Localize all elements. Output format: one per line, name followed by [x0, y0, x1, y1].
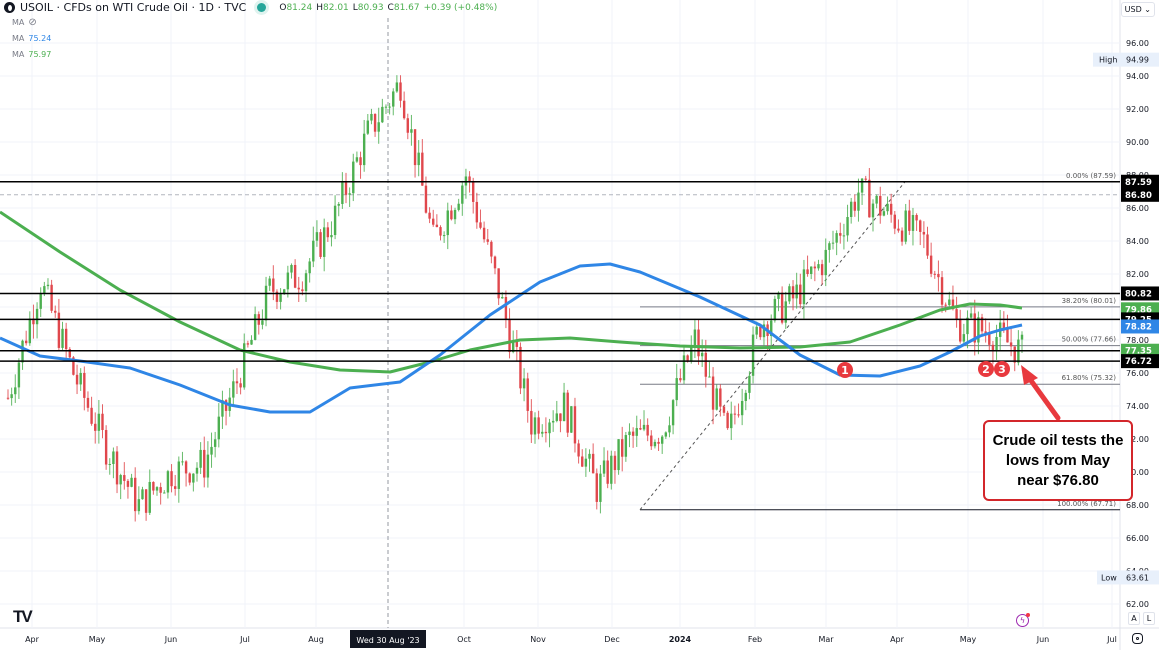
- time-label: Jul: [239, 635, 250, 644]
- settings-icon[interactable]: [1132, 633, 1143, 644]
- grid-lines: [0, 0, 1120, 628]
- ma-blue-line: [0, 262, 1023, 414]
- price-tick: 84.00: [1126, 237, 1149, 246]
- indicator-ma-1[interactable]: MA ⊘: [12, 17, 37, 28]
- fib-label: 50.00% (77.66): [1062, 336, 1117, 344]
- price-tick: 76.00: [1126, 369, 1149, 378]
- svg-text:63.61: 63.61: [1126, 573, 1149, 582]
- time-label: Oct: [457, 635, 471, 644]
- lightning-alert-icon[interactable]: ϟ: [1016, 613, 1030, 627]
- price-tick: 72.00: [1126, 435, 1149, 444]
- marker-2: [978, 361, 994, 377]
- auto-scale-button[interactable]: A: [1128, 612, 1140, 625]
- currency-dropdown[interactable]: USD ⌄: [1120, 2, 1155, 17]
- ohlc-values: O81.24 H82.01 L80.93 C81.67 +0.39 (+0.48…: [279, 2, 498, 13]
- price-tick: 74.00: [1126, 402, 1149, 411]
- time-label: Nov: [530, 635, 546, 644]
- fib-label: 100.00% (67.71): [1057, 500, 1116, 508]
- price-tick: 70.00: [1126, 468, 1149, 477]
- price-axis: 96.0094.0092.0090.0088.0086.0084.0082.00…: [1093, 39, 1159, 609]
- indicator-ma-2[interactable]: MA 75.24: [12, 34, 52, 43]
- price-tick: 66.00: [1126, 534, 1149, 543]
- annotation-callout: Crude oil tests the lows from May near $…: [983, 420, 1133, 501]
- time-label: Aug: [308, 635, 324, 644]
- time-label: Dec: [604, 635, 619, 644]
- time-label: 2024: [669, 635, 692, 644]
- chart-header: USOIL · CFDs on WTI Crude Oil · 1D · TVC…: [4, 1, 497, 14]
- fib-label: 0.00% (87.59): [1066, 172, 1116, 180]
- svg-text:Low: Low: [1101, 573, 1117, 582]
- price-tag: 80.82: [1125, 289, 1152, 299]
- price-tick: 94.00: [1126, 72, 1149, 81]
- time-label: Jun: [164, 635, 178, 644]
- price-tick: 90.00: [1126, 138, 1149, 147]
- price-tick: 92.00: [1126, 105, 1149, 114]
- price-tick: 68.00: [1126, 501, 1149, 510]
- price-tag: 78.82: [1125, 322, 1152, 332]
- eye-hidden-icon[interactable]: ⊘: [28, 17, 37, 28]
- price-tag: 86.80: [1125, 191, 1152, 201]
- market-status-icon: [257, 3, 267, 12]
- price-tag: 76.72: [1125, 357, 1152, 367]
- time-label: May: [960, 635, 977, 644]
- indicator-ma-3[interactable]: MA 75.97: [12, 50, 52, 59]
- price-tag: 79.86: [1125, 305, 1152, 315]
- fib-label: 38.20% (80.01): [1062, 297, 1117, 305]
- time-label: Feb: [748, 635, 762, 644]
- time-label: Apr: [890, 635, 905, 644]
- svg-text:94.99: 94.99: [1126, 56, 1149, 65]
- moving-averages: [0, 210, 1023, 414]
- marker-3: [994, 361, 1010, 377]
- symbol-logo-icon: [4, 2, 15, 13]
- fib-label: 61.80% (75.32): [1062, 374, 1117, 382]
- log-scale-button[interactable]: L: [1143, 612, 1155, 625]
- price-tick: 62.00: [1126, 600, 1149, 609]
- time-label: Mar: [818, 635, 834, 644]
- symbol-title[interactable]: USOIL · CFDs on WTI Crude Oil · 1D · TVC: [20, 1, 247, 14]
- crosshair-date-label: Wed 30 Aug '23: [356, 636, 419, 645]
- svg-text:2: 2: [982, 363, 990, 376]
- price-tick: 78.00: [1126, 336, 1149, 345]
- ma-green-line: [0, 210, 1023, 374]
- svg-text:3: 3: [998, 363, 1006, 376]
- time-label: Apr: [25, 635, 40, 644]
- time-label: Jul: [1106, 635, 1117, 644]
- time-label: Jun: [1036, 635, 1050, 644]
- price-tag: 87.59: [1125, 178, 1152, 188]
- marker-1: [837, 362, 853, 378]
- price-tick: 96.00: [1126, 39, 1149, 48]
- horizontal-levels: [0, 181, 1120, 362]
- price-tick: 86.00: [1126, 204, 1149, 213]
- svg-text:High: High: [1099, 56, 1117, 65]
- svg-text:1: 1: [841, 364, 849, 377]
- time-axis: Apr May Jun Jul Aug Oct Nov Dec 2024 Feb Mar Apr May…: [25, 630, 1117, 648]
- time-label: May: [89, 635, 106, 644]
- tradingview-logo[interactable]: TV: [13, 607, 33, 626]
- candlesticks: [6, 75, 1024, 522]
- price-tag: 77.35: [1125, 347, 1152, 357]
- price-tick: 82.00: [1126, 270, 1149, 279]
- annotation-arrow: [1021, 365, 1061, 421]
